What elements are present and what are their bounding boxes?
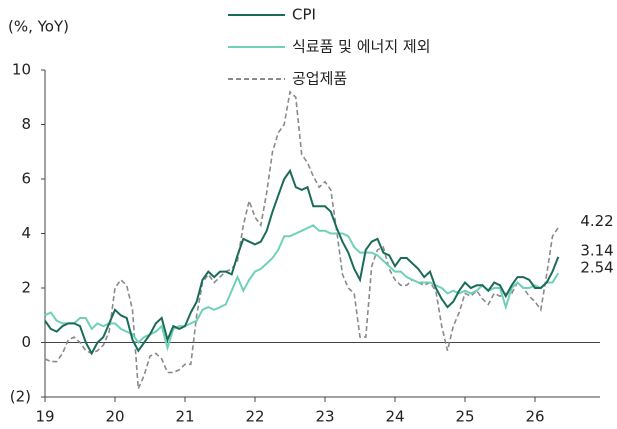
x-tick-label: 21 [175,408,194,426]
y-tick-label: 6 [21,170,31,188]
y-tick-label: 10 [12,61,31,79]
x-tick-label: 22 [245,408,264,426]
x-tick-label: 20 [105,408,124,426]
end-value-label: 2.54 [580,258,613,276]
x-tick-label: 26 [525,408,544,426]
series-line [44,168,560,356]
y-axis-label: (%, YoY) [8,18,69,36]
series-line [44,224,560,352]
series-line [44,90,559,390]
y-tick-label: 2 [21,279,31,297]
y-tick-label: 8 [21,115,31,133]
end-value-label: 3.14 [580,241,613,259]
x-tick-label: 23 [315,408,334,426]
x-tick-label: 19 [35,408,54,426]
legend-label: 공업제품 [292,70,347,88]
end-value-label: 4.22 [580,212,613,230]
x-tick-label: 25 [455,408,474,426]
legend-label: 식료품 및 에너지 제외 [292,38,431,56]
legend-label: CPI [292,6,316,24]
y-tick-label: (2) [10,388,31,406]
y-tick-label: 0 [21,333,31,351]
x-tick-label: 24 [385,408,404,426]
y-tick-label: 4 [21,224,31,242]
